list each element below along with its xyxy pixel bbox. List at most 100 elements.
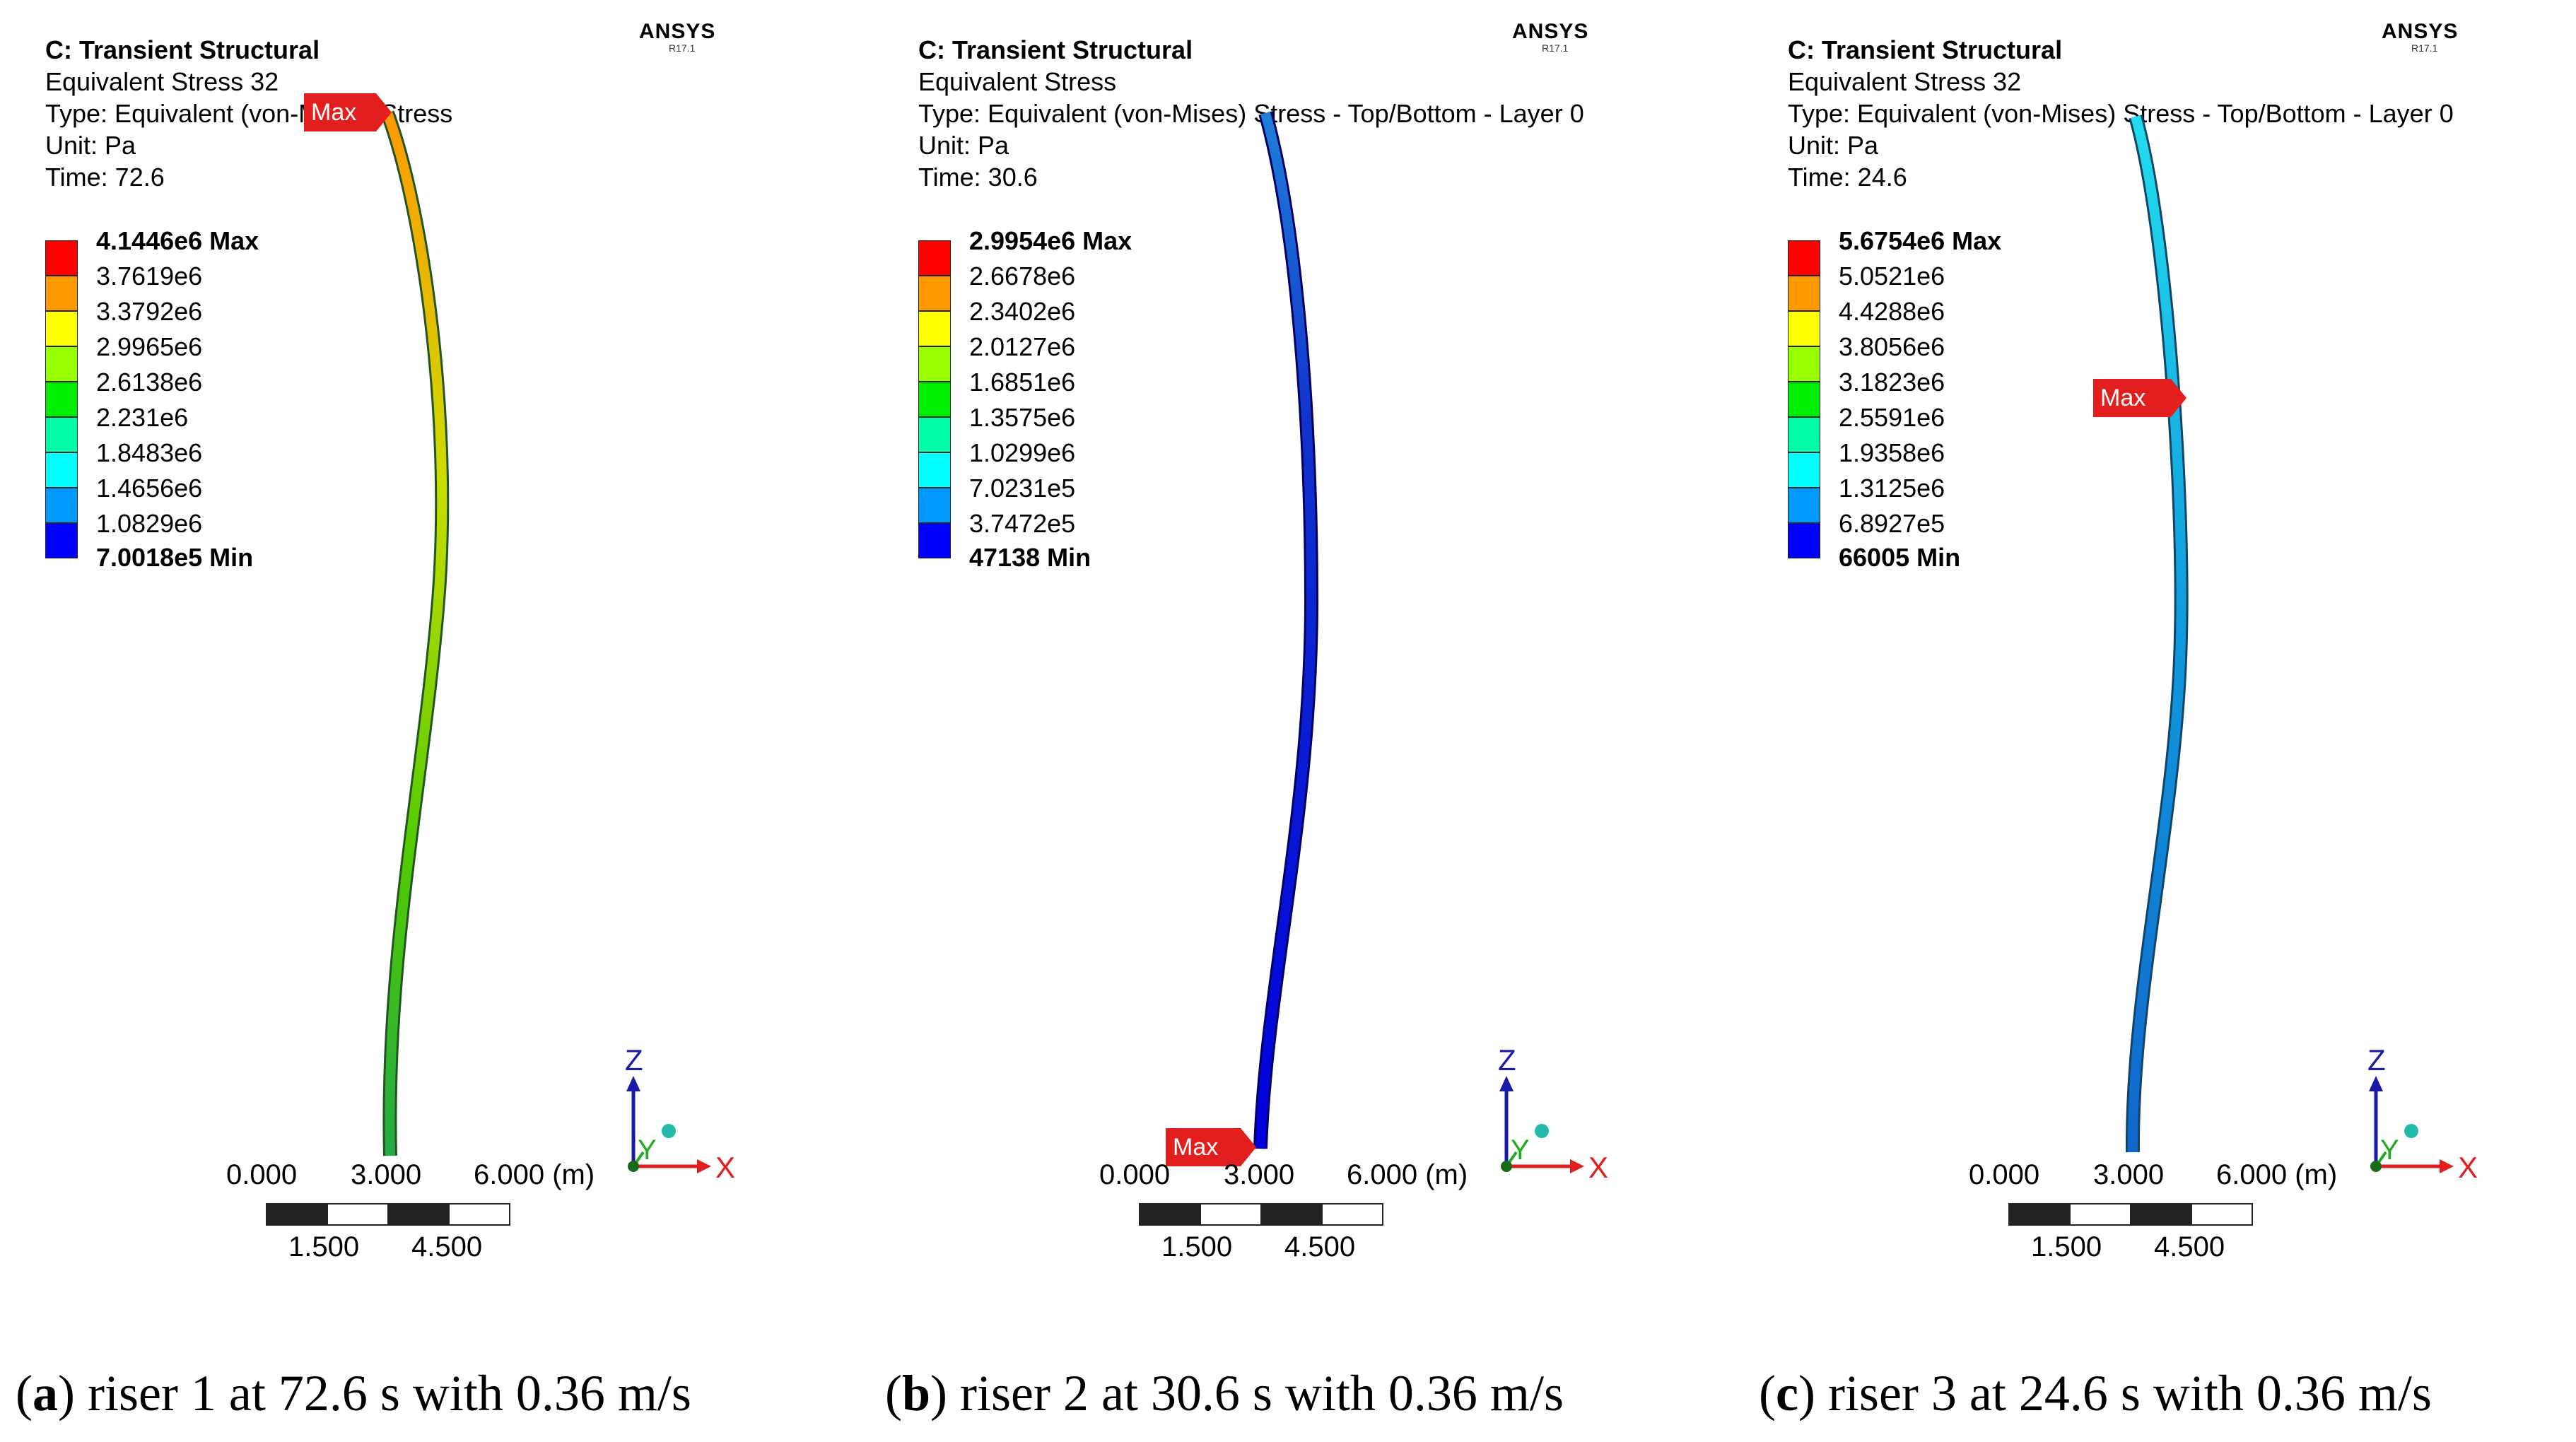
scale-label-4-5: 4.500 [411,1231,483,1262]
legend-label: 2.3402e6 [969,297,1076,326]
legend-swatch [45,417,78,452]
scale-segment-black [1260,1203,1323,1226]
scale-segment-white [1321,1203,1383,1226]
z-axis-label: Z [2367,1043,2386,1077]
y-axis-label: Y [638,1135,657,1166]
scale-label-0: 0.000 [1099,1159,1171,1190]
legend-label: 1.6851e6 [969,368,1076,397]
result-name: Equivalent Stress 32 [1788,67,2022,96]
legend-label: 3.1823e6 [1839,368,1945,397]
scale-segment-white [1200,1203,1262,1226]
unit-line: Unit: Pa [918,131,1009,160]
panel-b: C: Transient Structural Equivalent Stres… [873,0,1743,1272]
legend-swatch [918,488,951,523]
scale-segment-black [1139,1203,1201,1226]
caption-b: (b) riser 2 at 30.6 s with 0.36 m/s [885,1365,1564,1422]
header-block: C: Transient Structural Equivalent Stres… [918,34,1584,193]
legend-label: 1.4656e6 [96,474,203,503]
legend-label: 5.0521e6 [1839,262,1945,291]
legend-label: 3.7472e5 [969,509,1076,538]
scale-label-4-5: 4.500 [2154,1231,2225,1262]
legend-label-max: 5.6754e6 Max [1839,226,2002,255]
legend-swatch [1788,240,1820,276]
legend-swatch [1788,276,1820,311]
scale-segment-black [387,1203,450,1226]
legend-label: 2.5591e6 [1839,403,1945,432]
y-axis-label: Y [1511,1135,1530,1166]
ansys-logo: ANSYS [1512,20,1589,43]
legend-swatch [45,382,78,417]
legend-swatch [918,417,951,452]
scale-segment-white [327,1203,389,1226]
scale-label-0: 0.000 [226,1159,298,1190]
scale-bar: 0.000 3.000 6.000 (m) 1.500 4.500 [226,1159,622,1262]
scale-label-1-5: 1.500 [288,1231,360,1262]
scale-label-6: 6.000 (m) [474,1159,595,1190]
caption-letter: a [32,1365,58,1422]
coordinate-triad: Z Y X [2367,1043,2478,1180]
panel-c: C: Transient Structural Equivalent Stres… [1743,0,2576,1272]
legend-label: 1.0299e6 [969,438,1076,467]
caption-text: riser 3 at 24.6 s with 0.36 m/s [1815,1365,2432,1422]
riser-2-edge [1253,111,1319,1149]
legend-label: 2.231e6 [96,403,189,432]
riser-1-deformed-shape [380,110,450,1156]
legend-swatch [45,240,78,276]
legend-label: 3.7619e6 [96,262,203,291]
legend-swatch [918,311,951,346]
legend-swatch [918,523,951,558]
time-line: Time: 24.6 [1788,163,1907,192]
scale-label-3: 3.000 [1224,1159,1295,1190]
legend-swatch [918,276,951,311]
legend-swatch [1788,346,1820,382]
legend-swatch [1788,523,1820,558]
scale-segment-black [2008,1203,2071,1226]
legend-label-max: 4.1446e6 Max [96,226,259,255]
legend-label: 1.0829e6 [96,509,203,538]
riser-3-body [2127,115,2186,1153]
scale-segment-white [2069,1203,2131,1226]
legend-swatch [918,452,951,488]
legend-label: 3.8056e6 [1839,332,1945,361]
legend-label: 4.4288e6 [1839,297,1945,326]
caption-text: riser 1 at 72.6 s with 0.36 m/s [74,1365,691,1422]
scale-label-1-5: 1.500 [2031,1231,2102,1262]
analysis-title: C: Transient Structural [1788,35,2063,64]
legend-label-max: 2.9954e6 Max [969,226,1132,255]
scale-bar: 0.000 3.000 6.000 (m) 1.500 4.500 [1099,1159,1495,1262]
type-line: Type: Equivalent (von-Mises) Stress - To… [918,99,1584,128]
max-stress-marker: Max [2093,379,2186,417]
legend-label: 2.6678e6 [969,262,1076,291]
legend-label-min: 66005 Min [1839,543,1961,572]
riser-3-deformed-shape [2125,115,2189,1153]
legend-swatch [45,488,78,523]
panel-a: C: Transient Structural Equivalent Stres… [0,0,870,1272]
max-stress-marker: Max [304,93,392,131]
legend-swatch [1788,452,1820,488]
result-name: Equivalent Stress [918,67,1117,96]
analysis-title: C: Transient Structural [45,35,320,64]
time-line: Time: 30.6 [918,163,1038,192]
legend-swatch [1788,311,1820,346]
legend-label: 7.0231e5 [969,474,1076,503]
x-axis-label: X [1588,1151,1608,1180]
result-name: Equivalent Stress 32 [45,67,279,96]
legend-label-min: 7.0018e5 Min [96,543,254,572]
legend-swatch [1788,417,1820,452]
ansys-logo: ANSYS [2382,20,2459,43]
legend-label: 1.8483e6 [96,438,203,467]
caption-letter: c [1775,1365,1798,1422]
legend-swatch [45,276,78,311]
legend-label: 2.6138e6 [96,368,203,397]
scale-bar: 0.000 3.000 6.000 (m) 1.500 4.500 [1969,1159,2365,1262]
caption-c: (c) riser 3 at 24.6 s with 0.36 m/s [1759,1365,2432,1422]
legend-swatch [918,382,951,417]
y-axis-label: Y [2380,1135,2399,1166]
time-line: Time: 72.6 [45,163,165,192]
legend-label: 1.9358e6 [1839,438,1945,467]
riser-2-deformed-shape [1253,111,1319,1149]
scale-label-6: 6.000 (m) [1347,1159,1468,1190]
legend-label: 2.0127e6 [969,332,1076,361]
version-label: R17.1 [1542,42,1569,54]
legend-swatch [918,240,951,276]
